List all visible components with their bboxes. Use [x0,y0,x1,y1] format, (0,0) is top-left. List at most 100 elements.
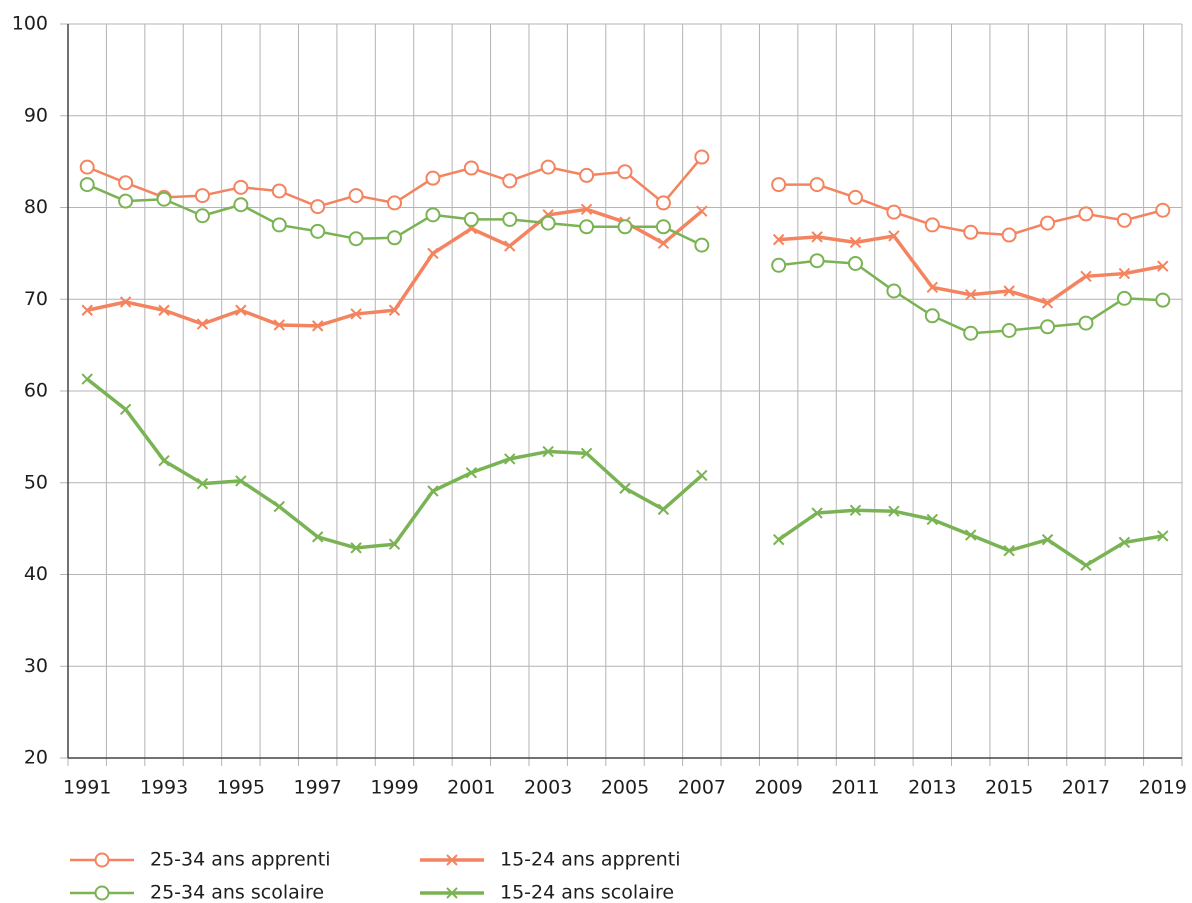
marker [1080,559,1092,572]
marker [158,304,170,316]
marker [694,237,710,253]
marker [79,177,95,193]
marker [196,318,209,330]
marker [540,159,556,175]
marker [849,236,862,249]
marker [1003,285,1015,297]
y-tick-label: 50 [24,471,48,493]
marker [811,231,823,243]
marker [1155,292,1171,308]
marker [158,455,170,467]
marker [696,205,708,217]
marker [235,475,247,487]
marker [1157,260,1169,272]
marker [657,503,670,516]
marker [886,283,902,299]
marker [194,188,210,204]
y-tick-label: 30 [24,655,48,677]
marker [156,191,172,207]
marker [771,177,787,193]
marker [502,173,518,189]
marker [1080,270,1092,283]
y-tick-label: 80 [24,196,48,218]
marker [348,188,364,204]
series-line [86,183,1163,335]
marker [118,175,134,191]
marker [388,538,401,550]
marker [1155,202,1171,218]
marker [617,219,633,235]
marker [1118,267,1131,280]
marker [310,223,326,239]
marker [542,445,554,458]
x-tick-label: 2001 [447,777,495,799]
x-tick-label: 2007 [678,777,726,799]
marker [1116,290,1132,306]
marker [965,529,977,541]
marker [81,373,93,385]
marker [196,477,209,490]
marker [772,533,785,546]
marker [924,217,940,233]
marker [1078,315,1094,331]
marker [119,296,132,308]
marker [1001,227,1017,243]
marker [619,482,631,494]
legend-marker [94,885,110,901]
marker [696,469,708,482]
marker [809,177,825,193]
marker [1157,530,1169,542]
marker [579,167,595,183]
marker [1116,212,1132,228]
marker [771,257,787,273]
marker [233,197,249,213]
y-tick-label: 20 [24,747,48,769]
marker [1078,206,1094,222]
x-tick-label: 2003 [524,777,572,799]
x-tick-label: 2015 [985,777,1033,799]
marker [350,542,362,554]
marker [387,195,403,211]
marker [926,513,939,526]
marker [1040,215,1056,231]
marker [388,304,401,316]
y-tick-label: 100 [12,13,48,35]
marker [463,211,479,227]
x-tick-label: 2019 [1139,777,1187,799]
marker [811,507,823,519]
legend-marker [94,852,110,868]
marker [465,466,478,479]
marker [886,204,902,220]
y-tick-label: 90 [24,104,48,126]
marker [580,203,593,216]
marker [809,253,825,269]
marker [350,308,362,320]
marker [1001,322,1017,338]
marker [963,325,979,341]
y-tick-label: 40 [24,563,48,585]
marker [271,217,287,233]
marker [502,211,518,227]
marker [655,195,671,211]
legend-marker [446,887,458,899]
marker [118,193,134,209]
marker [963,224,979,240]
x-tick-label: 1995 [217,777,265,799]
marker [271,183,287,199]
marker [540,215,556,231]
marker [387,230,403,246]
marker [926,281,939,294]
marker [1041,297,1054,309]
marker [348,231,364,247]
y-tick-label: 60 [24,380,48,402]
marker [427,247,439,260]
legend-label: 25-34 ans scolaire [150,882,324,903]
legend-label: 25-34 ans apprenti [150,849,331,871]
x-tick-label: 2011 [831,777,879,799]
marker [1041,533,1054,546]
marker [657,237,670,249]
marker [425,170,441,186]
marker [233,179,249,195]
marker [463,160,479,176]
